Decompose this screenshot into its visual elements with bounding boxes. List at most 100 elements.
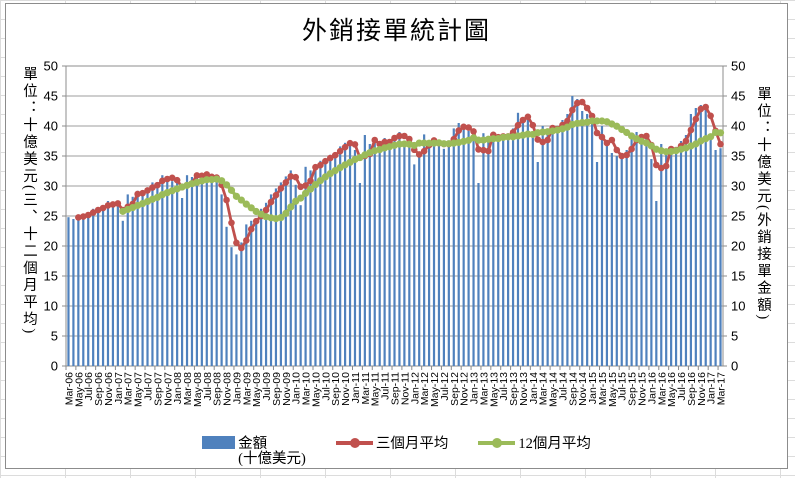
svg-text:Nov-08: Nov-08 xyxy=(222,372,234,406)
bar xyxy=(131,196,134,366)
svg-text:40: 40 xyxy=(731,119,745,134)
svg-text:45: 45 xyxy=(731,89,745,104)
svg-text:Sep-08: Sep-08 xyxy=(212,372,224,406)
svg-text:Jul-12: Jul-12 xyxy=(439,372,451,401)
svg-text:Mar-12: Mar-12 xyxy=(419,372,431,405)
bar xyxy=(151,182,154,366)
bar xyxy=(645,135,648,366)
right-axis-title: 單位：十億美元(外銷接單金額) xyxy=(755,86,771,322)
bar xyxy=(487,136,490,366)
x-axis-labels: Mar-06May-06Jul-06Sep-06Nov-06Jan-07Mar-… xyxy=(63,372,727,407)
legend-label-12m-average: 12個月平均 xyxy=(518,436,591,452)
bar xyxy=(146,188,149,366)
bar xyxy=(670,150,673,366)
svg-text:35: 35 xyxy=(731,149,745,164)
svg-text:Sep-13: Sep-13 xyxy=(508,372,520,406)
svg-text:Mar-08: Mar-08 xyxy=(182,372,194,405)
bar xyxy=(116,205,119,366)
bar xyxy=(704,108,707,366)
svg-text:Jan-09: Jan-09 xyxy=(231,372,243,404)
bar xyxy=(255,218,258,366)
bar xyxy=(383,138,386,366)
chart-title: 外銷接單統計圖 xyxy=(301,18,491,45)
svg-text:May-12: May-12 xyxy=(429,372,441,407)
svg-text:May-06: May-06 xyxy=(73,372,85,407)
bar xyxy=(314,164,317,366)
svg-text:Jan-07: Jan-07 xyxy=(113,372,125,404)
bar xyxy=(477,183,480,366)
bar xyxy=(156,184,159,366)
bar xyxy=(511,128,515,366)
bar xyxy=(610,153,613,366)
svg-text:Jan-15: Jan-15 xyxy=(587,372,599,404)
svg-text:Mar-16: Mar-16 xyxy=(656,372,668,405)
bar xyxy=(235,254,238,366)
bar xyxy=(423,134,426,366)
bar xyxy=(694,108,697,366)
bar xyxy=(442,148,445,366)
bars-series-amount xyxy=(67,96,722,366)
svg-text:Sep-09: Sep-09 xyxy=(271,372,283,406)
bar xyxy=(674,147,678,366)
svg-text:Mar-13: Mar-13 xyxy=(478,372,490,405)
bar xyxy=(358,183,362,366)
bar xyxy=(413,164,416,366)
bar xyxy=(245,224,248,366)
legend-label-amount: 金額 xyxy=(238,436,268,452)
svg-text:50: 50 xyxy=(731,59,745,74)
bar xyxy=(299,205,302,366)
legend-item-12m-average: 12個月平均 xyxy=(478,434,591,452)
bar xyxy=(630,138,633,366)
bar xyxy=(457,123,460,366)
svg-text:15: 15 xyxy=(731,269,745,284)
bar xyxy=(507,134,510,366)
bar xyxy=(274,188,278,366)
bar xyxy=(230,247,233,366)
svg-text:May-10: May-10 xyxy=(310,372,322,407)
bar xyxy=(556,129,559,366)
svg-text:May-07: May-07 xyxy=(133,372,145,407)
bar xyxy=(546,132,549,366)
bar xyxy=(679,141,683,366)
bar xyxy=(482,133,485,366)
bar xyxy=(536,162,539,366)
svg-text:50: 50 xyxy=(44,59,58,74)
bar xyxy=(304,166,307,366)
bar xyxy=(353,150,357,366)
bar xyxy=(185,175,189,366)
bar xyxy=(640,141,643,366)
bar xyxy=(334,152,337,366)
svg-text:30: 30 xyxy=(44,179,58,194)
svg-text:20: 20 xyxy=(44,239,58,254)
svg-text:May-09: May-09 xyxy=(251,372,263,407)
bar xyxy=(111,204,115,366)
svg-text:Mar-07: Mar-07 xyxy=(123,372,135,405)
svg-text:Jan-12: Jan-12 xyxy=(409,372,421,404)
svg-text:5: 5 xyxy=(731,329,738,344)
bar xyxy=(339,146,342,366)
bar xyxy=(526,118,529,366)
svg-text:Jul-15: Jul-15 xyxy=(617,372,629,401)
legend-line-marker-12m-icon xyxy=(478,437,516,448)
svg-text:May-08: May-08 xyxy=(192,372,204,407)
bar xyxy=(67,217,70,366)
svg-text:May-15: May-15 xyxy=(607,372,619,407)
bar xyxy=(516,112,520,366)
bar xyxy=(190,177,194,366)
legend-item-3m-average: 三個月平均 xyxy=(335,434,448,452)
bar xyxy=(269,194,273,366)
svg-text:Nov-10: Nov-10 xyxy=(340,372,352,406)
svg-text:Jul-14: Jul-14 xyxy=(557,372,569,401)
bar xyxy=(684,135,688,366)
bar xyxy=(447,140,450,366)
bar xyxy=(388,141,391,366)
bar xyxy=(467,130,470,366)
bar xyxy=(200,176,203,366)
bar xyxy=(121,220,124,366)
bar xyxy=(699,105,702,366)
svg-text:Mar-06: Mar-06 xyxy=(63,372,75,405)
bar xyxy=(590,123,594,366)
bar xyxy=(714,150,717,366)
bar xyxy=(210,181,213,366)
